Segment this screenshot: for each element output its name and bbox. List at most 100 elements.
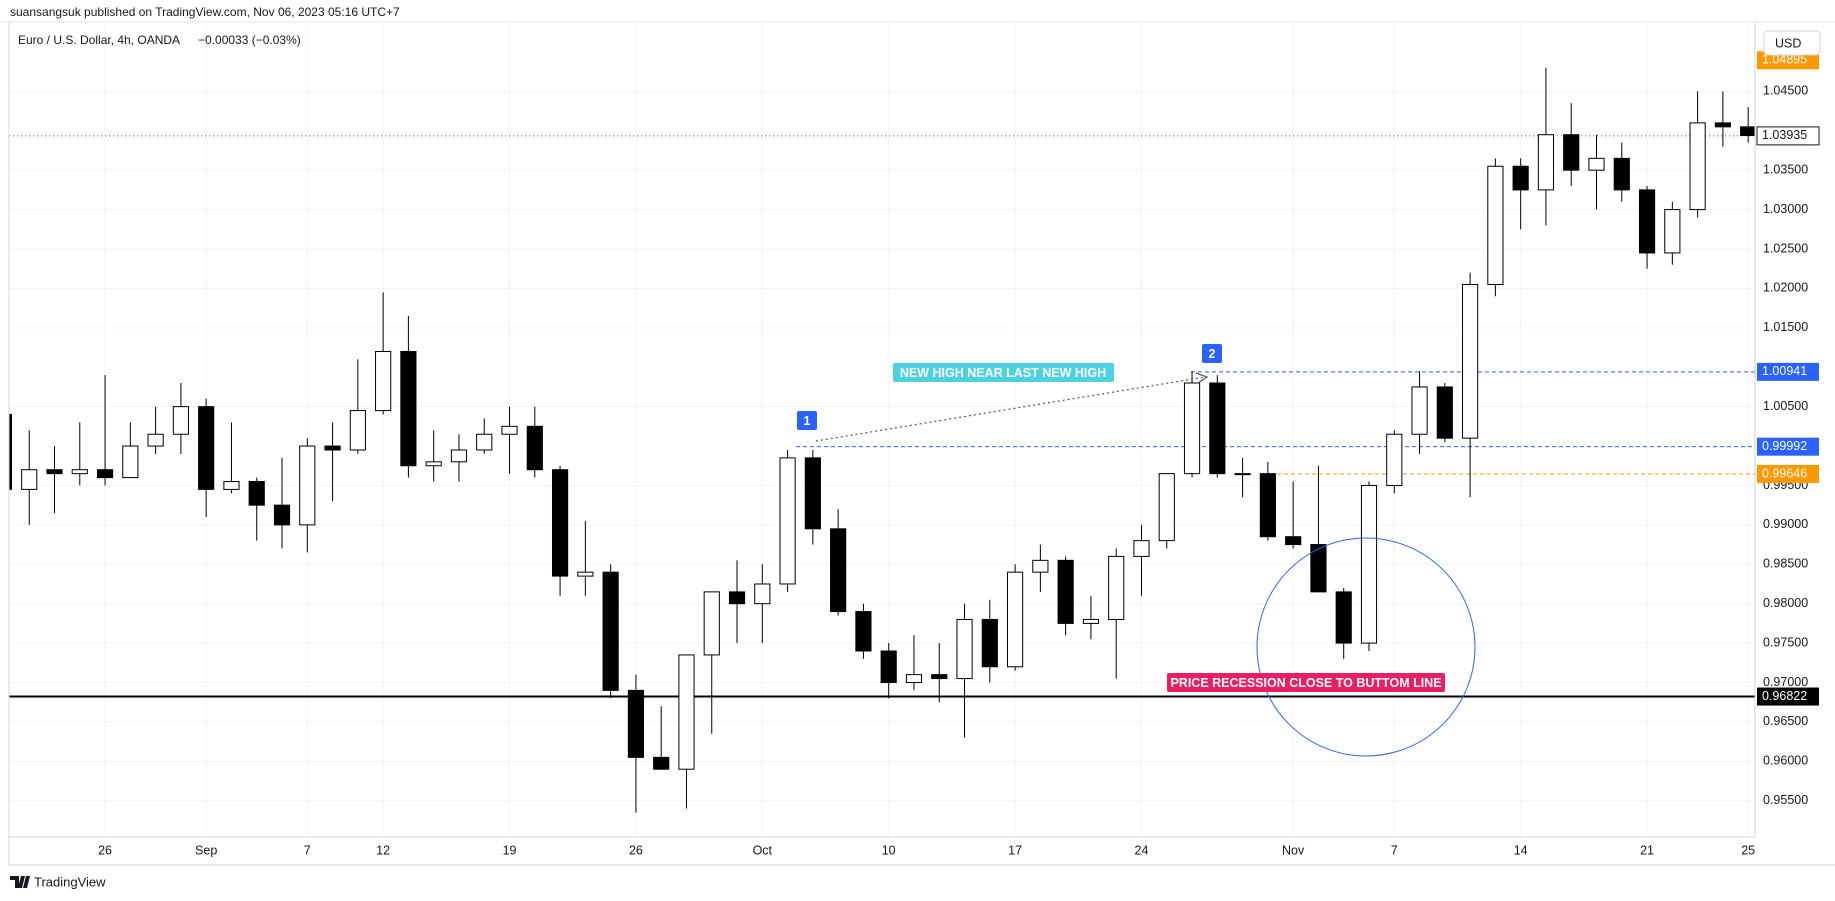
x-tick-label: 25 [1741,843,1755,857]
x-tick-label: Sep [195,843,217,857]
candle-body [1638,189,1656,254]
y-tick-label: 1.02500 [1763,241,1808,255]
last-price-label: 1.03935 [1762,128,1807,142]
annotation-box [893,363,1114,382]
annotations: 1 2 NEW HIGH NEAR LAST NEW HIGH PRICE RECES… [797,344,1445,692]
candle-body [728,591,746,605]
price-level-label: 0.96822 [1762,689,1807,703]
candle-body [9,414,13,490]
x-tick-label: 12 [376,843,390,857]
candle-body [804,457,821,530]
annotation-text: 2 [1209,347,1216,361]
candle-body [577,571,594,577]
y-tick-label: 1.03500 [1763,162,1808,176]
candle-body [1259,473,1276,538]
x-tick-label: 19 [503,843,517,857]
candle-body [450,449,468,463]
candle-body [400,350,417,467]
price-labels: 1.04500 1.03500 1.03000 1.02500 1.02000 1.015… [98,51,1820,857]
price-level-label: 1.04895 [1762,53,1807,67]
x-tick-label: 7 [304,843,311,857]
candle-body [1462,283,1479,439]
candle-body [981,618,998,668]
candle-body [1613,157,1630,191]
candle-body [1335,591,1352,644]
candle-body [1057,559,1074,624]
candle-body [880,650,897,684]
annotation-box [1202,344,1222,363]
annotation-box [1167,673,1445,692]
y-tick-label: 1.02000 [1763,281,1808,295]
symbol-title: Euro / U.S. Dollar, 4h, OANDA [18,33,180,47]
candle-body [1563,134,1580,171]
annotation-box [797,411,817,430]
x-tick-label: 26 [629,843,643,857]
candle-body [956,618,973,680]
candle-body [1411,386,1428,435]
y-tick-label: 1.04500 [1763,84,1808,98]
x-tick-label: 26 [98,843,112,857]
candle-body [703,591,720,656]
y-tick-label: 0.97000 [1763,675,1808,689]
candle-body [1183,382,1201,475]
candle-body [1007,571,1024,668]
candle-body [1588,157,1605,171]
candles [9,67,1755,813]
x-tick-label: 7 [1391,843,1398,857]
logo-mark [10,876,30,888]
x-tick-label: Nov [1282,843,1305,857]
candle-body [1487,165,1504,285]
candle-body [1234,473,1251,476]
candle-body [1740,126,1755,137]
candle-body [96,469,114,479]
candle-body [198,406,215,490]
x-tick-label: 21 [1640,843,1654,857]
x-tick-label: 24 [1135,843,1149,857]
candle-body [375,350,392,412]
candle-body [905,674,923,684]
x-tick-label: 17 [1008,843,1022,857]
y-tick-label: 1.03000 [1763,202,1808,216]
candle-body [1386,433,1403,486]
price-level-label: 0.99992 [1762,439,1807,453]
candle-body [551,469,569,577]
currency[interactable]: USD [1775,36,1801,50]
candle-body [855,611,872,652]
price-level-box [1757,687,1819,706]
candle-body [1360,484,1378,644]
annotation-text: NEW HIGH NEAR LAST NEW HIGH [900,366,1106,380]
annotation-arrow [815,376,1206,442]
y-tick-label: 0.95500 [1763,793,1808,807]
price-level-label: 1.00941 [1762,364,1807,378]
candle-body [754,583,771,605]
candle-body [46,469,63,475]
candle-body [425,461,442,467]
candle-body [779,457,796,585]
currency-box[interactable] [1763,30,1821,56]
candle-body [653,756,670,770]
price-level-box [1757,362,1819,381]
annotation-text: PRICE RECESSION CLOSE TO BUTTOM LINE [1170,676,1441,690]
x-tick-label: 10 [882,843,896,857]
candle-body [1032,559,1049,573]
candle-body [172,406,189,435]
candle-body [627,689,644,758]
y-tick-label: 0.98500 [1763,557,1808,571]
candle-body [147,433,164,447]
y-tick-label: 0.96000 [1763,754,1808,768]
candle-body [21,469,38,490]
candle-body [349,410,366,451]
candle-body [1082,618,1100,624]
candle-body [1689,122,1706,211]
candle-body [1664,209,1681,254]
price-level-box [1757,51,1819,70]
candle-body [1158,473,1175,542]
x-tick-label: Oct [753,843,773,857]
logo-text: TradingView [34,874,106,889]
y-tick-label: 0.97500 [1763,635,1808,649]
candle-body [1512,165,1529,191]
candle-body [1436,386,1453,439]
y-tick-label: 0.99000 [1763,517,1808,531]
